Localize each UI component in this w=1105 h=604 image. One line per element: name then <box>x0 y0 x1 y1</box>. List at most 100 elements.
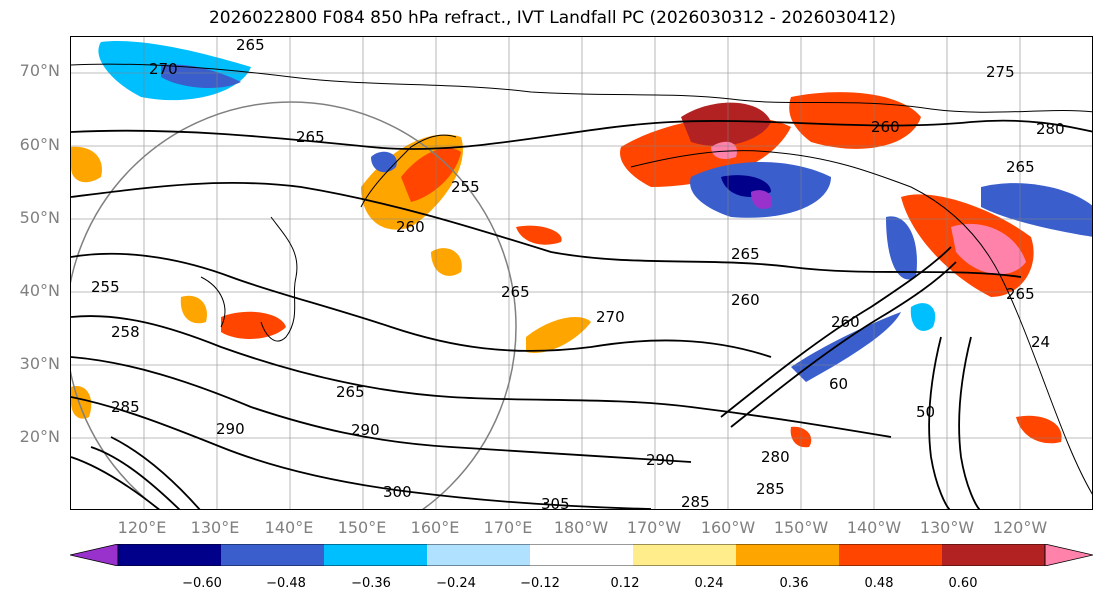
shade-red-midpac <box>516 225 562 245</box>
shade-red-southeast <box>1016 415 1062 444</box>
colorbar-swatches <box>70 544 1093 566</box>
shading-layer <box>71 41 1092 448</box>
shade-orange-japan <box>180 295 207 324</box>
contour-label: 265 <box>1006 285 1035 303</box>
contour-label: 260 <box>731 291 760 309</box>
shade-orange-west <box>71 146 102 183</box>
colorbar-tick-label: −0.48 <box>266 576 306 591</box>
shade-blue-coast <box>981 183 1092 237</box>
colorbar-swatch <box>839 544 943 566</box>
contour-label: 258 <box>111 323 140 341</box>
contour-label: 265 <box>1006 158 1035 176</box>
colorbar-tick-label: −0.36 <box>351 576 391 591</box>
contour-label-layer: 265 270 275 280 265 255 260 255 265 265 … <box>91 37 1065 510</box>
colorbar-tick-label: 0.60 <box>948 576 978 591</box>
lon-label: 180°W <box>553 518 609 537</box>
colorbar-swatch <box>1044 544 1093 566</box>
lon-label: 140°E <box>264 518 314 537</box>
contour-label: 285 <box>111 398 140 416</box>
lat-label: 50°N <box>19 208 60 227</box>
contour-label: 305 <box>541 495 570 510</box>
shade-orange-south <box>526 317 591 353</box>
shade-red-alaska <box>789 92 921 149</box>
shade-pink-coast <box>951 223 1026 275</box>
colorbar-swatch <box>70 544 119 566</box>
contour-label: 270 <box>596 308 625 326</box>
shade-red-japan <box>221 311 286 339</box>
colorbar-tick-label: 0.24 <box>694 576 724 591</box>
contour-label: 60 <box>829 375 848 393</box>
lon-label: 120°W <box>992 518 1048 537</box>
colorbar-swatch <box>633 544 737 566</box>
colorbar <box>70 544 1093 566</box>
contour-label: 270 <box>149 60 178 78</box>
contour-label: 265 <box>296 128 325 146</box>
lon-label: 150°E <box>337 518 387 537</box>
colorbar-swatch <box>530 544 634 566</box>
shade-blue-offshore <box>886 216 917 280</box>
coastlines <box>71 63 1092 495</box>
contour-label: 255 <box>91 278 120 296</box>
colorbar-tick-label: 0.48 <box>864 576 894 591</box>
contour-label: 275 <box>986 63 1015 81</box>
lat-label: 20°N <box>19 427 60 446</box>
contour-label: 290 <box>216 420 245 438</box>
lon-label: 130°E <box>190 518 240 537</box>
contour-label: 24 <box>1031 333 1050 351</box>
lon-label: 160°W <box>700 518 756 537</box>
contour-label: 280 <box>1036 120 1065 138</box>
colorbar-tick-label: 0.36 <box>779 576 809 591</box>
contour-label: 290 <box>646 451 675 469</box>
lon-label: 130°W <box>919 518 975 537</box>
contour-label: 300 <box>383 483 412 501</box>
shade-blue-jet <box>791 312 901 382</box>
colorbar-swatch <box>324 544 428 566</box>
contour-label: 280 <box>761 448 790 466</box>
lon-label: 150°W <box>773 518 829 537</box>
colorbar-swatch <box>736 544 840 566</box>
colorbar-swatch <box>221 544 325 566</box>
colorbar-swatch <box>118 544 222 566</box>
colorbar-tick-label: −0.24 <box>436 576 476 591</box>
lat-label: 60°N <box>19 135 60 154</box>
map-title: 2026022800 F084 850 hPa refract., IVT La… <box>208 8 896 28</box>
shade-purple-gulf <box>751 190 772 209</box>
lat-label: 70°N <box>19 61 60 80</box>
contour-label: 255 <box>451 178 480 196</box>
lon-label: 160°E <box>410 518 460 537</box>
colorbar-swatch <box>427 544 531 566</box>
contour-label: 50 <box>916 403 935 421</box>
contour-label: 265 <box>501 283 530 301</box>
map-panel: 265 270 275 280 265 255 260 255 265 265 … <box>70 36 1093 510</box>
shade-orange-southwest <box>71 386 92 419</box>
contour-label: 290 <box>351 421 380 439</box>
lon-label: 120°E <box>117 518 167 537</box>
graticule <box>71 37 1092 509</box>
refractivity-contours <box>71 119 1092 509</box>
shade-darkblue-arctic <box>161 64 241 89</box>
shade-cyan-jet <box>910 303 936 331</box>
landfall-circle <box>71 101 517 509</box>
colorbar-tick-label: −0.60 <box>182 576 222 591</box>
lat-label: 40°N <box>19 281 60 300</box>
shade-red-kamchatka <box>401 148 461 202</box>
contour-label: 260 <box>831 313 860 331</box>
colorbar-outline <box>117 544 1046 566</box>
lon-label: 170°W <box>626 518 682 537</box>
colorbar-swatch <box>942 544 1046 566</box>
colorbar-tick-label: −0.12 <box>520 576 560 591</box>
contour-label: 285 <box>681 493 710 510</box>
shade-orange-midpac <box>431 248 462 276</box>
colorbar-tick-label: 0.12 <box>610 576 640 591</box>
contour-label: 260 <box>871 118 900 136</box>
lon-label: 170°E <box>483 518 533 537</box>
contour-label: 265 <box>336 383 365 401</box>
map-canvas: 265 270 275 280 265 255 260 255 265 265 … <box>71 37 1092 510</box>
shade-blue-kamchatka <box>371 151 397 173</box>
lat-label: 30°N <box>19 354 60 373</box>
lon-label: 140°W <box>846 518 902 537</box>
shade-darkred-gulf <box>681 102 771 146</box>
contour-label: 265 <box>731 245 760 263</box>
contour-label: 285 <box>756 480 785 498</box>
contour-label: 265 <box>236 37 265 54</box>
